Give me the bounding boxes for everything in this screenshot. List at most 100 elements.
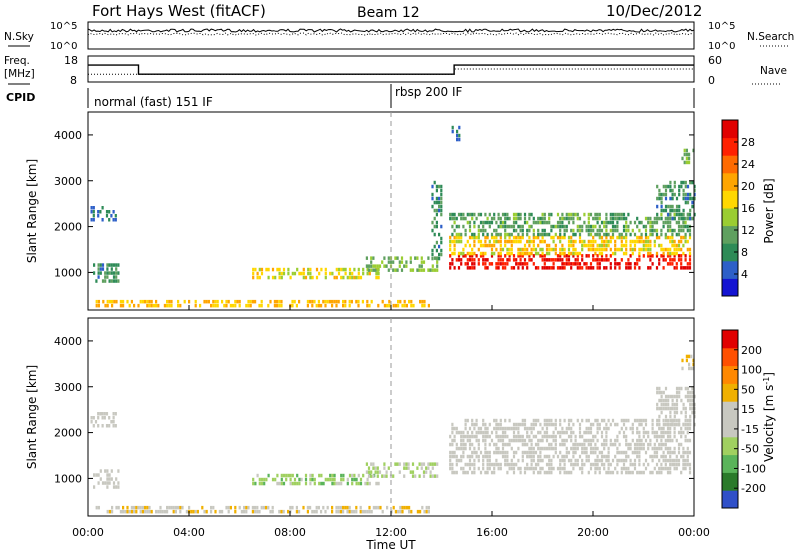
velocity-echo-cell bbox=[649, 470, 652, 475]
power-echo-cell bbox=[578, 232, 582, 237]
velocity-colorbar-swatch bbox=[722, 330, 738, 349]
velocity-echo-cell bbox=[627, 442, 630, 447]
power-echo-cell bbox=[477, 258, 480, 262]
velocity-echo-cell bbox=[486, 450, 489, 455]
power-echo-cell bbox=[682, 192, 685, 197]
power-echo-cell bbox=[587, 266, 590, 270]
velocity-echo-cell bbox=[625, 418, 628, 423]
velocity-echo-cell bbox=[256, 509, 259, 514]
velocity-echo-cell bbox=[678, 418, 681, 423]
velocity-echo-cell bbox=[311, 477, 314, 482]
power-echo-cell bbox=[686, 262, 689, 266]
velocity-echo-cell bbox=[673, 446, 676, 451]
power-echo-cell bbox=[473, 243, 476, 248]
velocity-echo-cell bbox=[594, 446, 597, 451]
power-echo-cell bbox=[106, 263, 109, 267]
velocity-echo-cell bbox=[523, 438, 527, 443]
power-echo-cell bbox=[594, 239, 597, 244]
power-colorbar-tick-label: 20 bbox=[741, 180, 755, 193]
velocity-echo-cell bbox=[664, 430, 667, 435]
velocity-echo-cell bbox=[534, 450, 538, 455]
velocity-echo-cell bbox=[449, 450, 452, 455]
power-echo-cell bbox=[605, 232, 608, 237]
power-echo-cell bbox=[97, 299, 100, 304]
power-echo-cell bbox=[119, 299, 122, 304]
power-echo-cell bbox=[649, 220, 652, 225]
power-echo-cell bbox=[506, 247, 509, 252]
power-echo-cell bbox=[587, 243, 590, 248]
velocity-echo-cell bbox=[570, 462, 573, 467]
velocity-echo-cell bbox=[462, 430, 465, 435]
power-echo-cell bbox=[249, 303, 252, 308]
power-echo-cell bbox=[688, 212, 692, 217]
velocity-echo-cell bbox=[486, 426, 489, 431]
velocity-echo-cell bbox=[660, 470, 663, 475]
velocity-echo-cell bbox=[210, 509, 213, 514]
velocity-echo-cell bbox=[421, 505, 424, 510]
power-echo-cell bbox=[519, 228, 522, 233]
power-echo-cell bbox=[101, 267, 105, 271]
velocity-echo-cell bbox=[589, 430, 593, 435]
power-echo-cell bbox=[642, 239, 645, 244]
power-echo-cell bbox=[691, 196, 694, 201]
power-echo-cell bbox=[157, 303, 160, 308]
velocity-echo-cell bbox=[545, 434, 549, 439]
power-echo-cell bbox=[541, 254, 544, 258]
power-echo-cell bbox=[394, 268, 397, 272]
power-echo-cell bbox=[526, 262, 529, 266]
power-echo-cell bbox=[506, 251, 509, 256]
power-echo-cell bbox=[537, 243, 540, 248]
power-echo-cell bbox=[677, 224, 681, 229]
velocity-echo-cell bbox=[335, 481, 338, 486]
power-echo-cell bbox=[638, 239, 641, 244]
power-echo-cell bbox=[673, 251, 676, 256]
power-echo-cell bbox=[596, 212, 599, 217]
power-echo-cell bbox=[680, 184, 683, 189]
velocity-echo-cell bbox=[651, 418, 654, 423]
velocity-echo-cell bbox=[563, 442, 566, 447]
velocity-echo-cell bbox=[99, 412, 102, 416]
velocity-echo-cell bbox=[484, 446, 487, 451]
power-echo-cell bbox=[110, 271, 113, 275]
velocity-echo-cell bbox=[468, 434, 472, 439]
velocity-echo-cell bbox=[135, 505, 138, 510]
velocity-echo-cell bbox=[234, 505, 237, 510]
power-echo-cell bbox=[638, 258, 641, 262]
power-echo-cell bbox=[682, 228, 685, 233]
power-echo-cell bbox=[104, 271, 107, 275]
velocity-echo-cell bbox=[484, 454, 487, 459]
power-echo-cell bbox=[662, 266, 665, 270]
velocity-echo-cell bbox=[552, 438, 555, 443]
power-echo-cell bbox=[396, 268, 399, 272]
velocity-echo-cell bbox=[561, 466, 564, 471]
power-echo-cell bbox=[515, 220, 518, 225]
velocity-echo-cell bbox=[666, 430, 670, 435]
velocity-echo-cell bbox=[115, 505, 118, 510]
power-echo-cell bbox=[471, 262, 474, 266]
velocity-echo-cell bbox=[596, 430, 599, 435]
power-echo-cell bbox=[548, 212, 551, 217]
velocity-echo-cell bbox=[473, 458, 476, 463]
velocity-echo-cell bbox=[291, 505, 294, 510]
power-echo-cell bbox=[438, 232, 441, 237]
power-echo-cell bbox=[605, 220, 608, 225]
power-echo-cell bbox=[682, 251, 685, 256]
velocity-echo-cell bbox=[627, 454, 630, 459]
power-echo-cell bbox=[585, 228, 588, 233]
velocity-echo-cell bbox=[499, 450, 502, 455]
power-echo-cell bbox=[329, 271, 332, 276]
power-echo-cell bbox=[510, 266, 513, 270]
power-echo-cell bbox=[592, 254, 595, 258]
velocity-echo-cell bbox=[534, 422, 538, 427]
power-echo-cell bbox=[355, 275, 358, 280]
power-echo-cell bbox=[578, 228, 582, 233]
nsky-label: N.Sky bbox=[4, 31, 34, 43]
power-echo-cell bbox=[458, 125, 461, 130]
velocity-colorbar-tick-label: 100 bbox=[741, 364, 762, 377]
velocity-echo-cell bbox=[506, 470, 509, 475]
velocity-echo-cell bbox=[611, 442, 615, 447]
velocity-echo-cell bbox=[342, 505, 345, 510]
velocity-echo-cell bbox=[585, 454, 588, 459]
power-echo-cell bbox=[561, 224, 564, 229]
